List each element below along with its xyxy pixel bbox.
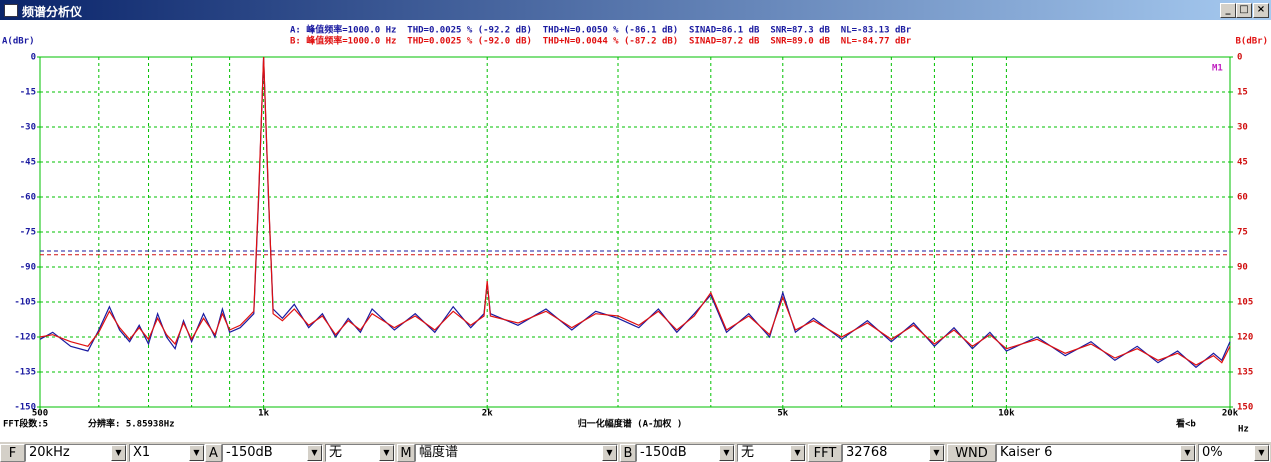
readout-line: A: 峰值频率=1000.0 Hz THD=0.0025 % (-92.2 dB… <box>290 24 912 36</box>
dropdown[interactable]: -150dB ▼ <box>222 444 323 462</box>
dropdown-value: -150dB <box>226 445 273 460</box>
dropdown-arrow[interactable]: ▼ <box>1180 445 1195 461</box>
dropdown[interactable]: 32768 ▼ <box>842 444 945 462</box>
control-label: WND <box>947 444 996 462</box>
dropdown[interactable]: -150dB ▼ <box>636 444 735 462</box>
dropdown-value: 无 <box>329 445 343 460</box>
control-bar: F 20kHz ▼ X1 ▼ A -150dB ▼ 无 ▼ M 幅度谱 ▼ B -150dB ▼ 无 ▼ FFT 32… <box>0 441 1271 462</box>
x-tick-label: 500 <box>32 409 48 419</box>
y2-tick-label: 45 <box>1237 158 1248 168</box>
corner-note: 看<b <box>1176 418 1196 430</box>
y2-tick-label: 60 <box>1237 193 1248 203</box>
x-tick-label: 5k <box>777 409 788 419</box>
control-label: FFT <box>808 444 842 462</box>
dropdown[interactable]: 20kHz ▼ <box>25 444 127 462</box>
readout-line: B: 峰值频率=1000.0 Hz THD=0.0025 % (-92.0 dB… <box>290 35 912 47</box>
dropdown-arrow[interactable]: ▼ <box>929 445 944 461</box>
y2-tick-label: 90 <box>1237 263 1248 273</box>
y-tick-label: -105 <box>14 298 36 308</box>
y-tick-label: -120 <box>14 333 36 343</box>
fft-segments: FFT段数:5 <box>3 418 48 430</box>
y-tick-label: -90 <box>20 263 36 273</box>
y2-tick-label: 0 <box>1237 53 1242 63</box>
y-tick-label: -150 <box>14 403 36 413</box>
control-group: WND Kaiser 6 ▼ <box>947 444 1196 462</box>
y-tick-label: -30 <box>20 123 36 133</box>
control-group: B -150dB ▼ <box>620 444 735 462</box>
x-tick-label: 10k <box>998 409 1015 419</box>
y2-tick-label: 150 <box>1237 403 1253 413</box>
dropdown-arrow[interactable]: ▼ <box>790 445 805 461</box>
dropdown[interactable]: 0% ▼ <box>1198 444 1270 462</box>
dropdown-arrow[interactable]: ▼ <box>1254 445 1269 461</box>
y2-tick-label: 105 <box>1237 298 1253 308</box>
dropdown-value: Kaiser 6 <box>1000 445 1053 460</box>
dropdown-arrow[interactable]: ▼ <box>307 445 322 461</box>
dropdown[interactable]: 幅度谱 ▼ <box>415 444 618 462</box>
control-group: FFT 32768 ▼ <box>808 444 945 462</box>
dropdown-value: 无 <box>741 445 755 460</box>
dropdown-arrow[interactable]: ▼ <box>719 445 734 461</box>
dropdown[interactable]: Kaiser 6 ▼ <box>996 444 1196 462</box>
y2-axis-label: B(dBr) <box>1235 37 1268 47</box>
dropdown-arrow[interactable]: ▼ <box>189 445 204 461</box>
dropdown-value: X1 <box>133 445 151 460</box>
chart-background <box>0 20 1271 441</box>
control-group: A -150dB ▼ <box>205 444 323 462</box>
y-axis-label: A(dBr) <box>2 37 35 47</box>
control-group: 无 ▼ <box>737 444 806 462</box>
minimize-button[interactable]: _ <box>1220 3 1236 18</box>
x-axis-unit: Hz <box>1238 425 1249 435</box>
y-tick-label: 0 <box>31 53 36 63</box>
spectrum-chart: A: 峰值频率=1000.0 Hz THD=0.0025 % (-92.2 dB… <box>0 20 1271 441</box>
dropdown-value: 20kHz <box>29 445 70 460</box>
maximize-button[interactable]: □ <box>1236 3 1252 18</box>
control-label: B <box>620 444 636 462</box>
control-group: X1 ▼ <box>129 444 205 462</box>
x-tick-label: 2k <box>482 409 493 419</box>
control-label: F <box>0 444 25 462</box>
dropdown-arrow[interactable]: ▼ <box>379 445 394 461</box>
window-title: 频谱分析仪 <box>22 5 83 19</box>
chart-subtitle: 归一化幅度谱 (A-加权 ) <box>578 418 683 430</box>
control-group: 无 ▼ <box>325 444 395 462</box>
control-group: F 20kHz ▼ <box>0 444 127 462</box>
resolution: 分辨率: 5.85938Hz <box>88 418 175 430</box>
y2-tick-label: 75 <box>1237 228 1248 238</box>
control-label: M <box>397 444 415 462</box>
dropdown[interactable]: X1 ▼ <box>129 444 205 462</box>
y-tick-label: -135 <box>14 368 36 378</box>
dropdown[interactable]: 无 ▼ <box>737 444 806 462</box>
app-icon <box>4 4 18 17</box>
dropdown-arrow[interactable]: ▼ <box>111 445 126 461</box>
y-tick-label: -75 <box>20 228 36 238</box>
control-label: A <box>205 444 222 462</box>
y2-tick-label: 30 <box>1237 123 1248 133</box>
control-group: 0% ▼ <box>1198 444 1270 462</box>
title-bar: 频谱分析仪 _ □ × <box>0 0 1271 20</box>
y2-tick-label: 135 <box>1237 368 1253 378</box>
dropdown-arrow[interactable]: ▼ <box>602 445 617 461</box>
y-tick-label: -15 <box>20 88 36 98</box>
y2-tick-label: 15 <box>1237 88 1248 98</box>
dropdown[interactable]: 无 ▼ <box>325 444 395 462</box>
y-tick-label: -45 <box>20 158 36 168</box>
dropdown-value: 幅度谱 <box>419 445 459 460</box>
control-group: M 幅度谱 ▼ <box>397 444 618 462</box>
dropdown-value: -150dB <box>640 445 687 460</box>
marker-label: M1 <box>1212 64 1223 74</box>
y2-tick-label: 120 <box>1237 333 1253 343</box>
close-button[interactable]: × <box>1253 3 1269 18</box>
x-tick-label: 20k <box>1222 409 1239 419</box>
dropdown-value: 32768 <box>846 445 888 460</box>
spectrum-line <box>39 56 1231 366</box>
y-tick-label: -60 <box>20 193 36 203</box>
dropdown-value: 0% <box>1202 445 1223 460</box>
x-tick-label: 1k <box>258 409 269 419</box>
